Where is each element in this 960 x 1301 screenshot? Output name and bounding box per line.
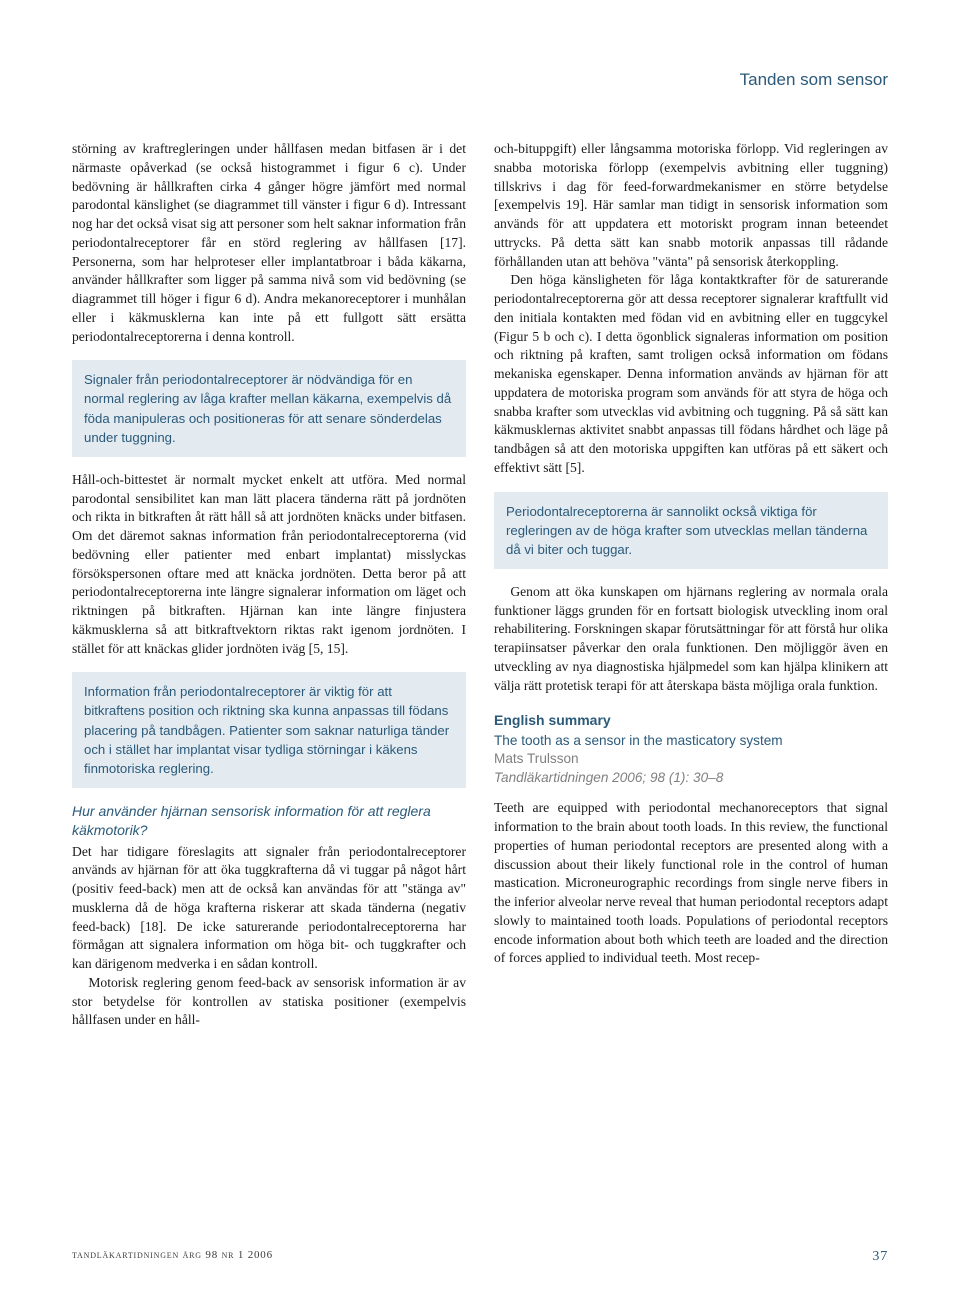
- pull-quote: Periodontalreceptorerna är sannolikt ock…: [494, 492, 888, 569]
- pull-quote: Information från periodontalreceptorer ä…: [72, 672, 466, 788]
- page-footer: tandläkartidningen årg 98 nr 1 2006 37: [72, 1249, 888, 1265]
- summary-title: The tooth as a sensor in the masticatory…: [494, 731, 888, 750]
- body-paragraph: Motorisk reglering genom feed-back av se…: [72, 974, 466, 1030]
- summary-author: Mats Trulsson: [494, 750, 888, 769]
- left-column: störning av kraftregleringen under hållf…: [72, 140, 466, 1030]
- summary-heading: English summary: [494, 711, 888, 730]
- body-paragraph: Det har tidigare föreslagits att signale…: [72, 843, 466, 974]
- right-column: och-bituppgift) eller långsamma motorisk…: [494, 140, 888, 1030]
- section-subhead: Hur använder hjärnan sensorisk informati…: [72, 802, 466, 841]
- body-paragraph: störning av kraftregleringen under hållf…: [72, 140, 466, 346]
- body-paragraph: Genom att öka kunskapen om hjärnans regl…: [494, 583, 888, 696]
- body-paragraph: och-bituppgift) eller långsamma motorisk…: [494, 140, 888, 271]
- footer-page-number: 37: [872, 1249, 888, 1265]
- body-paragraph: Den höga känsligheten för låga kontaktkr…: [494, 271, 888, 477]
- pull-quote: Signaler från periodontalreceptorer är n…: [72, 360, 466, 457]
- footer-journal: tandläkartidningen årg 98 nr 1 2006: [72, 1249, 273, 1265]
- running-header: Tanden som sensor: [72, 70, 888, 90]
- body-paragraph: Teeth are equipped with periodontal mech…: [494, 799, 888, 968]
- text-columns: störning av kraftregleringen under hållf…: [72, 140, 888, 1030]
- summary-citation: Tandläkartidningen 2006; 98 (1): 30–8: [494, 769, 888, 788]
- body-paragraph: Håll-och-bittestet är normalt mycket enk…: [72, 471, 466, 659]
